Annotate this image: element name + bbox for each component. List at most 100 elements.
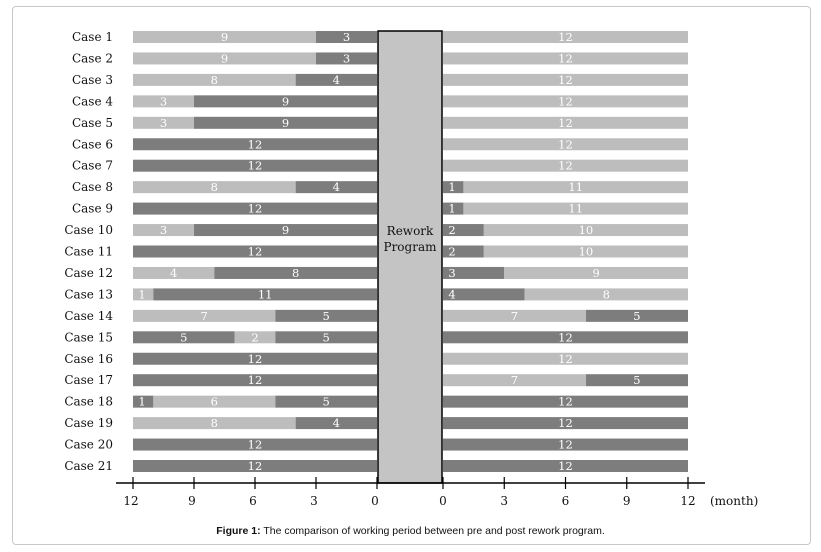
post-bar-segment: [443, 73, 688, 86]
pre-bar-segment: [295, 417, 377, 430]
case-label: Case 3: [72, 73, 113, 87]
post-segment-label: 12: [558, 438, 573, 452]
x-tick-label-left: 12: [123, 494, 138, 508]
post-segment-label: 12: [558, 73, 573, 87]
pre-bar-segment: [133, 309, 276, 322]
post-segment-label: 4: [448, 287, 455, 301]
pre-segment-label: 1: [138, 395, 145, 409]
case-label: Case 6: [72, 137, 113, 151]
pre-segment-label: 12: [248, 459, 263, 473]
pre-segment-label: 3: [343, 30, 350, 44]
post-segment-label: 5: [633, 309, 640, 323]
post-bar-segment: [443, 266, 505, 279]
post-bar-segment: [585, 374, 688, 387]
pre-segment-label: 9: [282, 116, 289, 130]
post-bar-segment: [443, 116, 688, 129]
pre-segment-label: 4: [333, 416, 340, 430]
post-segment-label: 7: [511, 373, 518, 387]
figure-caption: Figure 1: The comparison of working peri…: [0, 525, 821, 537]
pre-bar-segment: [133, 159, 377, 172]
pre-segment-label: 7: [201, 309, 208, 323]
case-label: Case 17: [64, 373, 113, 387]
case-label: Case 20: [64, 438, 113, 452]
x-tick-label-left: 6: [249, 494, 257, 508]
post-segment-label: 2: [448, 245, 455, 259]
pre-bar-segment: [133, 395, 154, 408]
pre-segment-label: 2: [251, 330, 258, 344]
pre-bar-segment: [133, 288, 154, 301]
post-bar-segment: [443, 95, 688, 108]
post-segment-label: 10: [579, 223, 594, 237]
post-bar-segment: [443, 52, 688, 65]
case-label: Case 11: [64, 245, 113, 259]
case-label: Case 7: [72, 159, 113, 173]
post-bar-segment: [443, 417, 688, 430]
pre-bar-segment: [153, 395, 276, 408]
post-bar-segment: [443, 395, 688, 408]
post-segment-label: 12: [558, 137, 573, 151]
post-segment-label: 12: [558, 459, 573, 473]
post-segment-label: 12: [558, 395, 573, 409]
post-bar-segment: [443, 245, 484, 258]
case-label: Case 16: [64, 352, 113, 366]
pre-bar-segment: [275, 309, 377, 322]
pre-segment-label: 3: [343, 51, 350, 65]
post-segment-label: 3: [448, 266, 455, 280]
pre-segment-label: 3: [160, 94, 167, 108]
pre-bar-segment: [133, 138, 377, 151]
pre-segment-label: 9: [221, 30, 228, 44]
pre-bar-segment: [295, 73, 377, 86]
x-axis-unit: (month): [710, 494, 758, 508]
x-tick-label-left: 0: [371, 494, 379, 508]
post-bar-segment: [483, 245, 688, 258]
rework-program-label-line1: Rework: [387, 224, 434, 238]
post-segment-label: 2: [448, 223, 455, 237]
pre-segment-label: 12: [248, 373, 263, 387]
pre-bar-segment: [133, 331, 235, 344]
pre-segment-label: 3: [160, 223, 167, 237]
post-segment-label: 12: [558, 116, 573, 130]
case-label: Case 13: [64, 287, 113, 301]
pre-segment-label: 9: [282, 94, 289, 108]
pre-segment-label: 4: [333, 73, 340, 87]
post-bar-segment: [443, 331, 688, 344]
pre-segment-label: 9: [221, 51, 228, 65]
pre-segment-label: 5: [323, 330, 330, 344]
post-segment-label: 12: [558, 30, 573, 44]
pre-bar-segment: [133, 245, 377, 258]
x-tick-label-right: 6: [562, 494, 570, 508]
post-bar-segment: [524, 288, 688, 301]
pre-segment-label: 5: [323, 395, 330, 409]
pre-bar-segment: [133, 52, 316, 65]
post-bar-segment: [585, 309, 688, 322]
post-segment-label: 12: [558, 330, 573, 344]
pre-bar-segment: [316, 31, 377, 43]
post-bar-segment: [443, 138, 688, 151]
pre-bar-segment: [133, 116, 194, 129]
pre-bar-segment: [153, 288, 377, 301]
post-bar-segment: [483, 224, 688, 237]
post-bar-segment: [443, 352, 688, 365]
post-bar-segment: [504, 266, 688, 279]
case-label: Case 5: [72, 116, 113, 130]
post-segment-label: 8: [603, 287, 610, 301]
post-bar-segment: [443, 181, 464, 194]
post-segment-label: 12: [558, 94, 573, 108]
case-label: Case 12: [64, 266, 113, 280]
pre-bar-segment: [133, 417, 296, 430]
post-bar-segment: [443, 31, 688, 43]
post-segment-label: 1: [448, 202, 455, 216]
pre-bar-segment: [295, 181, 377, 194]
pre-segment-label: 11: [258, 287, 273, 301]
pre-bar-segment: [133, 202, 377, 215]
caption-prefix: Figure 1:: [216, 525, 261, 537]
case-label: Case 19: [64, 416, 113, 430]
rework-program-block: [377, 30, 443, 484]
pre-segment-label: 1: [138, 287, 145, 301]
pre-bar-segment: [275, 331, 377, 344]
x-tick-label-right: 3: [500, 494, 508, 508]
x-tick-label-left: 9: [188, 494, 196, 508]
post-segment-label: 5: [633, 373, 640, 387]
pre-segment-label: 3: [160, 116, 167, 130]
